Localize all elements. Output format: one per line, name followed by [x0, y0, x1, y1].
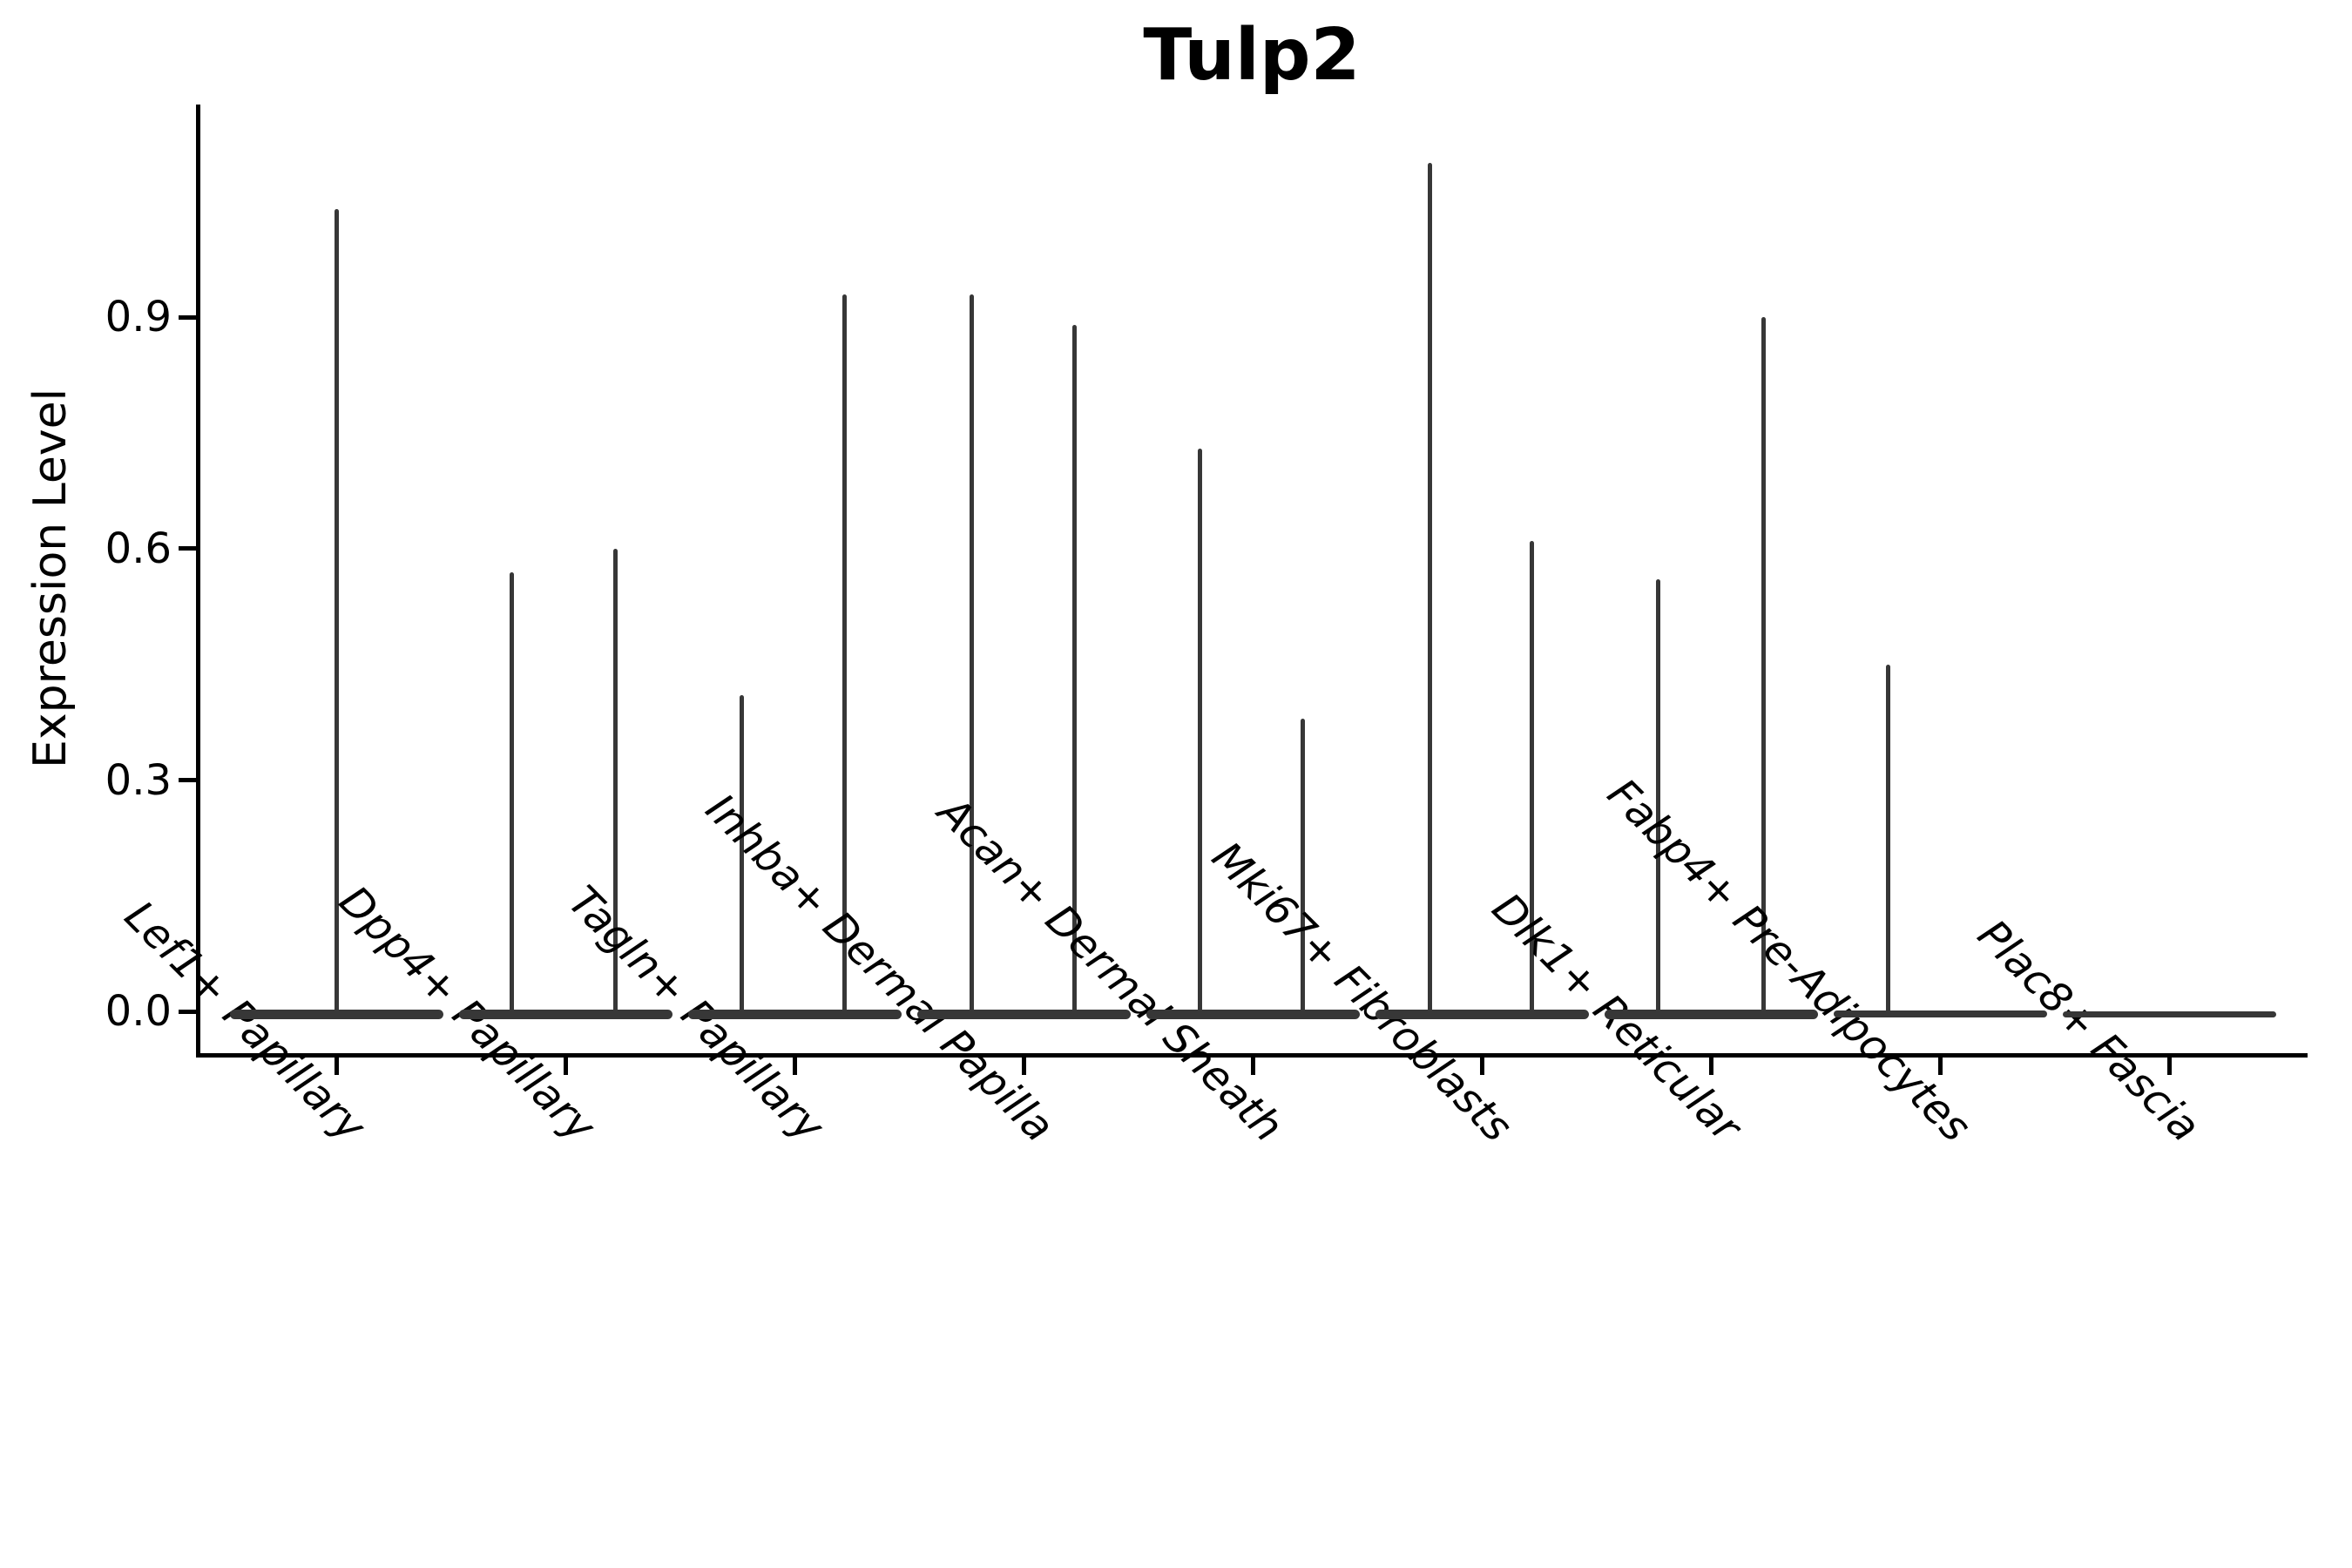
violin-spike: [1428, 163, 1432, 1014]
violin-spike: [1530, 541, 1534, 1014]
violin-base: [229, 1009, 443, 1019]
plot-title: Tulp2: [1143, 14, 1361, 97]
violin-spike: [1761, 317, 1767, 1014]
y-tick-label: 0.6: [105, 524, 172, 573]
y-tick-label: 0.3: [105, 755, 172, 805]
y-tick-label: 0.9: [105, 293, 172, 342]
violin-base: [1605, 1009, 1819, 1019]
violin-spike: [1656, 579, 1661, 1014]
violin-spike: [509, 571, 514, 1014]
violin-spike: [612, 548, 618, 1014]
x-tick: [1250, 1058, 1255, 1075]
violin-spike: [1300, 718, 1305, 1014]
y-axis-label: Expression Level: [24, 388, 77, 769]
violin-spike: [334, 209, 339, 1014]
x-tick: [1709, 1058, 1714, 1075]
violin-base: [2063, 1010, 2277, 1017]
x-tick: [1021, 1058, 1026, 1075]
violin-spike: [969, 294, 974, 1014]
x-tick: [792, 1058, 797, 1075]
y-tick: [179, 778, 196, 783]
violin-spike: [1886, 664, 1891, 1014]
violin-base: [458, 1009, 672, 1019]
plot-panel: [196, 105, 2308, 1058]
x-tick: [1938, 1058, 1943, 1075]
y-tick: [179, 314, 196, 320]
y-tick-label: 0.0: [105, 987, 172, 1037]
x-tick: [2167, 1058, 2173, 1075]
y-tick: [179, 546, 196, 551]
x-tick: [334, 1058, 339, 1075]
violin-spike: [739, 695, 744, 1014]
x-tick: [563, 1058, 568, 1075]
violin-base: [1375, 1009, 1589, 1019]
violin-spike: [1071, 325, 1077, 1014]
violin-base: [1146, 1009, 1360, 1019]
x-tick: [1480, 1058, 1484, 1075]
y-tick: [179, 1009, 196, 1014]
violin-base: [687, 1009, 902, 1019]
violin-spike: [1197, 448, 1202, 1014]
violin-base: [1834, 1010, 2048, 1017]
violin-spike: [841, 294, 847, 1014]
violin-base: [916, 1009, 1131, 1019]
